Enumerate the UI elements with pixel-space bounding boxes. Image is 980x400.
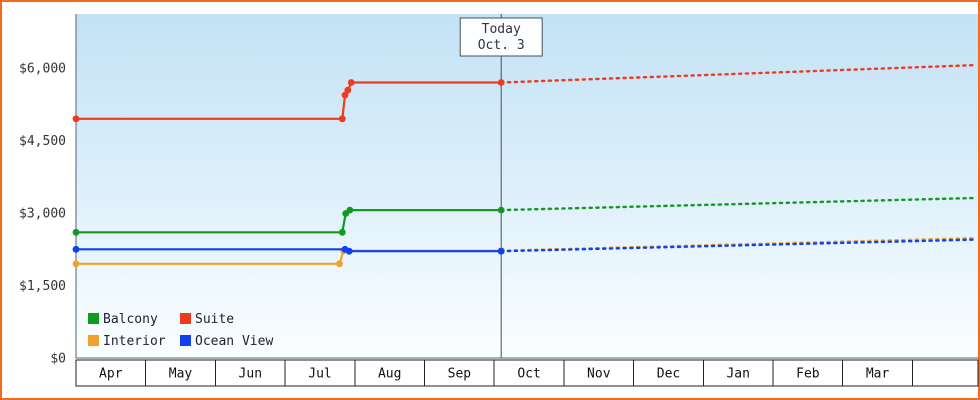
- series-suite-marker: [347, 79, 355, 86]
- month-cell: [284, 359, 356, 387]
- month-cell-empty: [911, 359, 979, 387]
- y-axis-labels: $0 $1,500 $3,000 $4,500 $6,000: [19, 62, 66, 367]
- series-suite-marker: [344, 86, 352, 94]
- month-label: Jun: [239, 367, 262, 382]
- month-cell: [702, 359, 774, 387]
- series-interior-marker: [72, 260, 80, 268]
- series-interior-line: [74, 249, 503, 265]
- legend-swatch-suite: [180, 313, 191, 324]
- month-label: Feb: [796, 367, 820, 382]
- legend-label-interior: Interior: [103, 334, 166, 349]
- month-label: Nov: [587, 367, 611, 382]
- y-tick-label: $3,000: [19, 207, 66, 222]
- series-suite-line: [74, 81, 503, 120]
- series-suite-forecast-line: [500, 63, 977, 84]
- y-tick-label: $0: [50, 352, 66, 367]
- series-balcony-forecast-line: [500, 196, 977, 212]
- month-cell: [563, 359, 635, 387]
- legend-swatch-interior: [88, 335, 99, 346]
- legend-label-balcony: Balcony: [103, 312, 158, 327]
- month-cell: [214, 359, 286, 387]
- y-tick-label: $4,500: [19, 134, 66, 149]
- series-balcony-line: [74, 209, 503, 234]
- series-balcony-marker: [72, 228, 80, 236]
- legend-label-oceanview: Ocean View: [195, 334, 273, 349]
- month-cell: [424, 359, 495, 387]
- month-label: May: [169, 367, 193, 382]
- month-label: Dec: [657, 367, 680, 382]
- month-label: Mar: [866, 367, 890, 382]
- month-label: Sep: [448, 367, 472, 382]
- month-cell: [145, 359, 216, 387]
- legend-label-suite: Suite: [195, 312, 234, 327]
- month-label: Apr: [99, 367, 123, 382]
- series-oceanview-line: [74, 248, 503, 253]
- today-marker: Today Oct. 3: [459, 14, 543, 358]
- month-label: Aug: [378, 367, 401, 382]
- month-label: Jan: [726, 367, 749, 382]
- month-cell: [772, 359, 844, 387]
- series-lines: [72, 63, 977, 268]
- series-oceanview-marker: [72, 245, 80, 253]
- y-tick-label: $1,500: [19, 279, 66, 294]
- series-balcony-marker: [497, 206, 505, 214]
- today-box: [459, 17, 543, 57]
- month-label: Jul: [308, 367, 331, 382]
- month-label: Oct: [517, 367, 540, 382]
- legend-swatch-oceanview: [180, 335, 191, 346]
- series-oceanview-marker: [345, 247, 353, 255]
- series-suite-marker: [338, 115, 346, 123]
- month-cell: [354, 359, 425, 387]
- month-axis-row: Apr May Jun Jul Aug Sep Oct Nov Dec Jan Feb Mar: [75, 359, 979, 387]
- series-interior-forecast-line: [500, 236, 977, 252]
- month-cell: [493, 359, 565, 387]
- series-oceanview-forecast-line: [500, 238, 977, 253]
- legend-swatch-balcony: [88, 313, 99, 324]
- series-balcony-marker: [338, 228, 346, 236]
- series-interior-marker: [336, 260, 343, 268]
- chart-legend: Balcony Suite Interior Ocean View: [88, 312, 273, 349]
- series-balcony-marker: [346, 206, 354, 214]
- today-label-line1: Today: [482, 22, 521, 37]
- series-oceanview-marker: [497, 247, 505, 255]
- today-label-line2: Oct. 3: [478, 38, 525, 53]
- month-cell: [842, 359, 913, 387]
- series-suite-marker: [72, 115, 80, 123]
- y-tick-label: $6,000: [19, 62, 66, 77]
- series-suite-marker: [497, 79, 505, 86]
